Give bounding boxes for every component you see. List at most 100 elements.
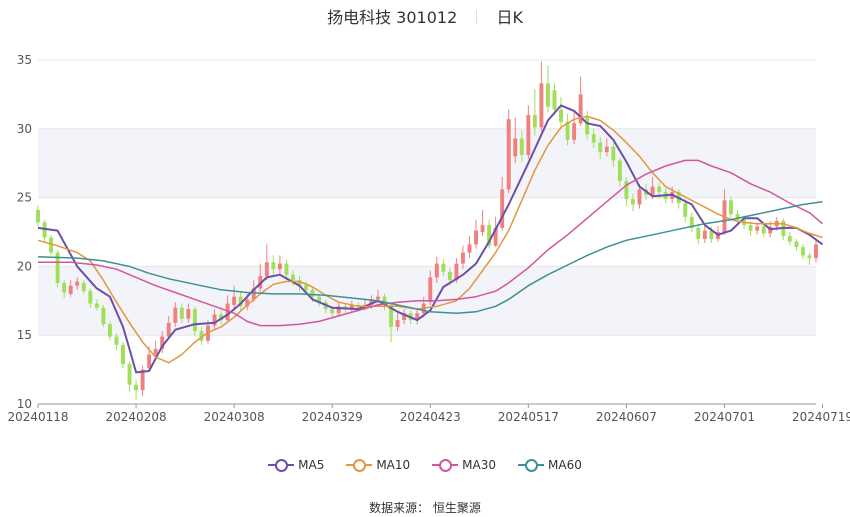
legend-item-ma60[interactable]: MA60 [518,458,582,472]
candle-body [395,320,400,327]
candle-body [232,296,237,305]
x-tick-label: 20240208 [106,410,167,424]
y-tick-label: 35 [17,53,32,67]
candle-body [617,160,622,182]
candle-body [173,307,178,323]
candle-body [630,198,635,205]
candle-body [186,309,191,319]
candle-body [539,83,544,128]
candle-body [460,252,465,264]
chart-legend: MA5 MA10 MA30 MA60 [0,458,850,472]
stock-code: 301012 [396,8,458,27]
x-tick-label: 20240719 [792,410,850,424]
candle-body [75,281,80,286]
x-tick-label: 20240329 [302,410,363,424]
candle-body [389,304,394,327]
candle-body [199,331,204,341]
candle-body [49,237,54,253]
y-tick-label: 15 [17,328,32,342]
candle-body [657,186,662,193]
legend-swatch [432,458,459,472]
source-value: 恒生聚源 [432,501,481,515]
candle-body [245,299,250,307]
y-tick-label: 10 [17,397,32,411]
candle-body [376,296,380,300]
candle-body [598,142,603,153]
ma-line-ma5 [37,104,824,374]
candle-body [434,263,439,278]
candle-body [382,296,387,305]
candle-body [225,303,230,321]
candle-body [709,230,714,239]
legend-item-ma10[interactable]: MA10 [346,458,410,472]
candle-body [55,252,60,283]
candle-body [317,296,322,303]
candle-body [219,314,224,321]
candle-body [696,227,701,239]
legend-marker [275,459,289,472]
candle-body [251,288,256,300]
candle-body [493,227,498,246]
candle-body [506,119,511,190]
candle-body [480,225,485,232]
candle-body [755,226,760,231]
candle-body [304,285,309,290]
legend-label: MA30 [462,458,497,472]
candle-body [238,296,243,307]
legend-marker [439,459,453,472]
legend-marker [353,459,367,472]
legend-label: MA10 [376,458,411,472]
candle-body [153,348,158,355]
candle-body [127,364,132,385]
candle-body [604,146,609,153]
candle-body [729,200,733,215]
candle-body [611,146,616,161]
x-tick-label: 20240701 [694,410,755,424]
ma-line-ma10 [37,115,823,364]
candle-body [192,309,197,332]
candle-body [545,83,550,107]
candle-body [787,236,792,242]
legend-item-ma5[interactable]: MA5 [268,458,324,472]
chart-title: 扬电科技 301012 日K [0,4,850,28]
x-tick-label: 20240607 [596,410,657,424]
candle-body [330,309,335,314]
data-source: 数据来源： 恒生聚源 [0,499,850,516]
candle-body [134,384,139,391]
candle-body [814,244,818,259]
candle-body [591,134,596,143]
candle-body [513,138,518,157]
candle-body [101,307,106,325]
candle-body [428,277,433,303]
candle-body [565,121,570,140]
y-tick-label: 25 [17,191,32,205]
candle-body [441,263,446,272]
x-tick-label: 20240308 [204,410,265,424]
candle-body [88,291,93,304]
candle-body [166,322,171,337]
candle-body [68,285,73,294]
candle-body [689,216,694,228]
candle-body [42,222,47,238]
candle-body [578,94,583,124]
candle-body [552,90,557,110]
stock-name: 扬电科技 [327,8,392,27]
legend-label: MA5 [298,458,325,472]
candle-body [179,307,184,319]
candle-body [140,369,145,391]
legend-marker [525,459,539,472]
ma-line-ma30 [38,159,823,327]
candle-body [310,289,315,297]
candle-body [702,230,707,239]
candle-body [121,344,125,365]
candle-body [107,324,112,337]
title-separator [476,10,478,24]
x-tick-label: 20240517 [498,410,559,424]
candle-body [264,262,269,277]
legend-swatch [518,458,545,472]
candle-body [36,209,40,223]
candle-body [271,262,276,270]
candle-body [447,271,452,281]
legend-item-ma30[interactable]: MA30 [432,458,496,472]
candle-body [526,115,531,155]
